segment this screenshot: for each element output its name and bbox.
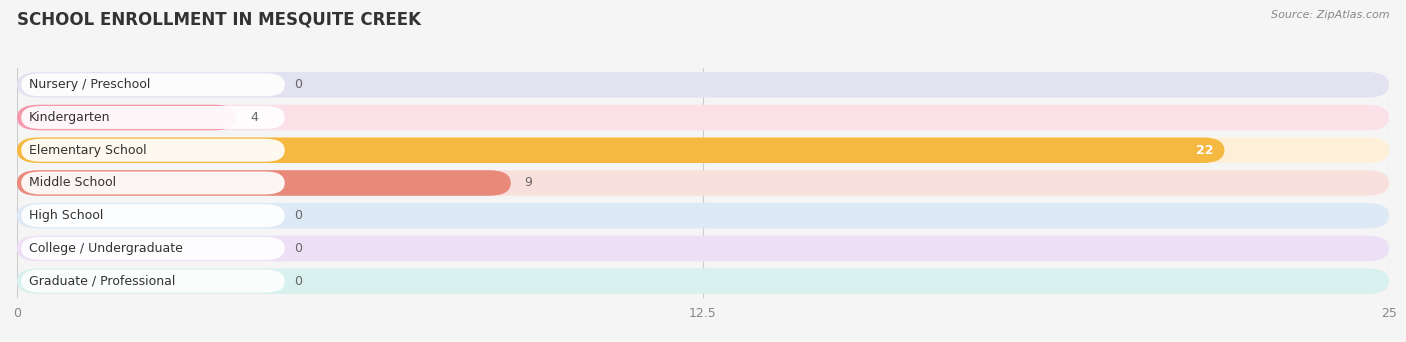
Text: 4: 4 bbox=[250, 111, 259, 124]
Text: Middle School: Middle School bbox=[30, 176, 117, 189]
Text: 0: 0 bbox=[294, 275, 302, 288]
FancyBboxPatch shape bbox=[21, 106, 285, 129]
Text: Source: ZipAtlas.com: Source: ZipAtlas.com bbox=[1271, 10, 1389, 20]
Text: College / Undergraduate: College / Undergraduate bbox=[30, 242, 183, 255]
FancyBboxPatch shape bbox=[17, 236, 1389, 261]
FancyBboxPatch shape bbox=[21, 237, 285, 260]
Text: 0: 0 bbox=[294, 242, 302, 255]
Text: 22: 22 bbox=[1197, 144, 1213, 157]
FancyBboxPatch shape bbox=[21, 73, 285, 96]
Text: High School: High School bbox=[30, 209, 103, 222]
FancyBboxPatch shape bbox=[17, 105, 1389, 130]
Text: 0: 0 bbox=[294, 209, 302, 222]
FancyBboxPatch shape bbox=[17, 268, 1389, 294]
FancyBboxPatch shape bbox=[17, 137, 1225, 163]
FancyBboxPatch shape bbox=[21, 204, 285, 227]
FancyBboxPatch shape bbox=[17, 170, 1389, 196]
FancyBboxPatch shape bbox=[21, 270, 285, 293]
FancyBboxPatch shape bbox=[17, 203, 1389, 228]
Text: 0: 0 bbox=[294, 78, 302, 91]
Text: Nursery / Preschool: Nursery / Preschool bbox=[30, 78, 150, 91]
Text: Kindergarten: Kindergarten bbox=[30, 111, 111, 124]
FancyBboxPatch shape bbox=[17, 137, 1389, 163]
FancyBboxPatch shape bbox=[17, 170, 510, 196]
Text: Elementary School: Elementary School bbox=[30, 144, 146, 157]
Text: SCHOOL ENROLLMENT IN MESQUITE CREEK: SCHOOL ENROLLMENT IN MESQUITE CREEK bbox=[17, 10, 420, 28]
FancyBboxPatch shape bbox=[21, 172, 285, 194]
Text: Graduate / Professional: Graduate / Professional bbox=[30, 275, 176, 288]
FancyBboxPatch shape bbox=[21, 139, 285, 162]
FancyBboxPatch shape bbox=[17, 72, 1389, 97]
FancyBboxPatch shape bbox=[17, 105, 236, 130]
Text: 9: 9 bbox=[524, 176, 533, 189]
